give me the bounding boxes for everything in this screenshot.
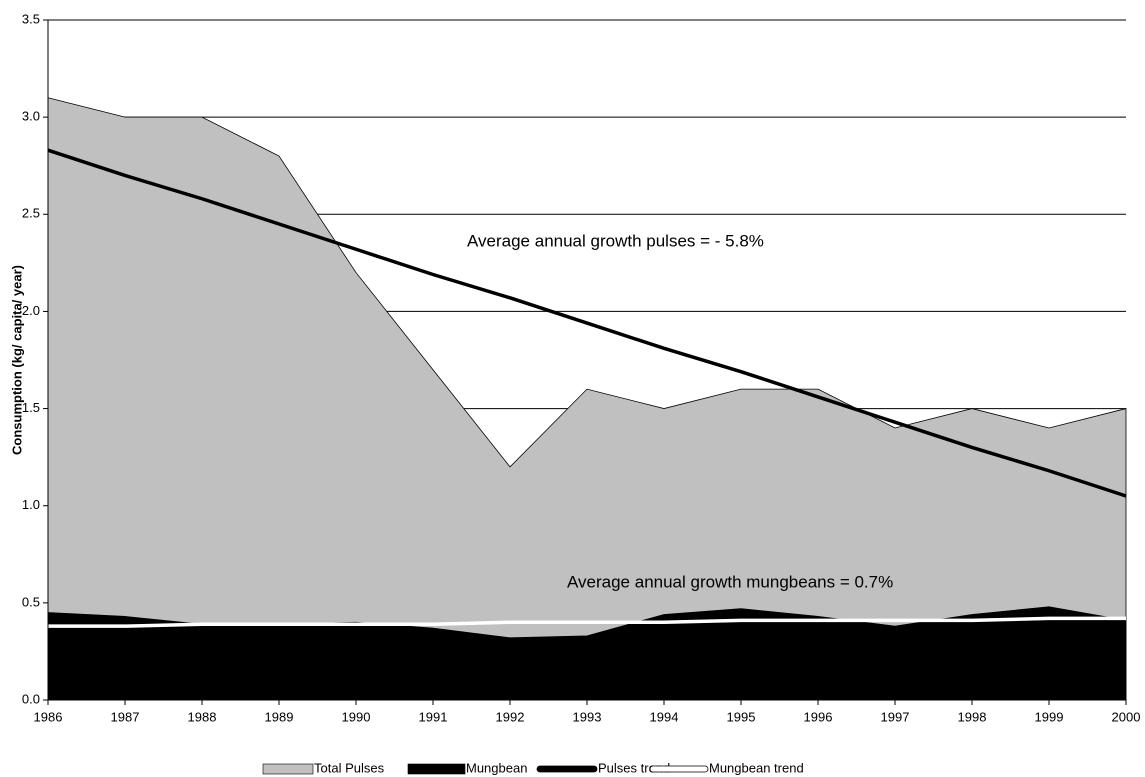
annotation: Average annual growth pulses = - 5.8% (467, 231, 764, 250)
x-tick-label: 1992 (496, 709, 525, 724)
y-tick-label: 1.5 (22, 400, 40, 415)
area (47, 97, 1127, 701)
x-tick-label: 1995 (727, 709, 756, 724)
x-tick-label: 1989 (265, 709, 294, 724)
x-tick-label: 1987 (111, 709, 140, 724)
x-tick-label: 1986 (34, 709, 63, 724)
x-tick-label: 1990 (342, 709, 371, 724)
legend-label: Total Pulses (314, 760, 385, 775)
x-tick-label: 1997 (881, 709, 910, 724)
y-tick-label: 3.0 (22, 109, 40, 124)
y-tick-label: 2.0 (22, 303, 40, 318)
legend-label: Mungbean trend (709, 760, 804, 775)
x-tick-label: 2000 (1112, 709, 1141, 724)
y-tick-label: 2.5 (22, 206, 40, 221)
legend-swatch (262, 763, 314, 775)
legend-label: Mungbean (466, 760, 527, 775)
legend-swatch (536, 765, 598, 773)
y-tick-label: 3.5 (22, 11, 40, 26)
legend-swatch (649, 765, 709, 773)
x-tick-label: 1998 (958, 709, 987, 724)
x-tick-label: 1988 (188, 709, 217, 724)
x-tick-label: 1991 (419, 709, 448, 724)
x-tick-label: 1993 (573, 709, 602, 724)
y-tick-label: 0.5 (22, 594, 40, 609)
x-tick-label: 1996 (804, 709, 833, 724)
x-tick-label: 1999 (1035, 709, 1064, 724)
trend-line (48, 616, 1126, 628)
y-tick-label: 1.0 (22, 497, 40, 512)
x-tick-label: 1994 (650, 709, 679, 724)
trend-line (47, 148, 1127, 498)
annotation: Average annual growth mungbeans = 0.7% (567, 572, 893, 591)
legend-swatch (407, 763, 466, 775)
y-tick-label: 0.0 (22, 691, 40, 706)
plot-area (47, 19, 1127, 701)
y-axis-title: Consumption (kg/ capita/ year) (9, 265, 24, 455)
